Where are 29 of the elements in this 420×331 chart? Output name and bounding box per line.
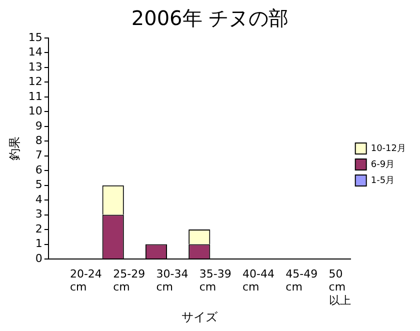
y-tick-label: 3 <box>35 208 42 221</box>
y-tick-label: 8 <box>35 134 42 147</box>
x-tick-label: 40-44 cm <box>242 267 274 294</box>
x-tick-label: 50 cm 以上 <box>328 267 351 307</box>
y-tick-label: 12 <box>28 75 42 88</box>
y-tick-label: 15 <box>28 30 42 44</box>
x-tick-label: 35-39 cm <box>199 267 232 294</box>
legend-label: 1-5月 <box>370 176 395 186</box>
x-tick-label: 25-29 cm <box>113 267 146 294</box>
y-tick-label: 5 <box>35 178 42 192</box>
y-tick-label: 0 <box>35 252 42 265</box>
y-tick-label: 11 <box>28 90 42 103</box>
x-tick-label: 20-24 cm <box>70 267 102 294</box>
y-tick-label: 9 <box>35 119 42 132</box>
x-axis-title: サイズ <box>181 310 218 324</box>
legend-label: 10-12月 <box>370 144 406 154</box>
x-tick-label: 45-49 cm <box>286 267 318 294</box>
y-tick-label: 4 <box>35 192 42 206</box>
x-tick-label: 30-34 cm <box>156 267 188 294</box>
chart-title: 2006年 チヌの部 <box>131 6 289 30</box>
y-tick-label: 2 <box>35 222 42 236</box>
y-tick-label: 14 <box>28 46 42 59</box>
y-tick-label: 6 <box>35 163 42 176</box>
y-tick-label: 1 <box>35 237 42 250</box>
y-tick-label: 7 <box>35 148 42 162</box>
y-tick-label: 13 <box>28 60 42 74</box>
legend-label: 6-9月 <box>370 160 395 170</box>
y-tick-label: 10 <box>28 104 42 118</box>
y-axis-title: 釣果 <box>7 136 22 160</box>
